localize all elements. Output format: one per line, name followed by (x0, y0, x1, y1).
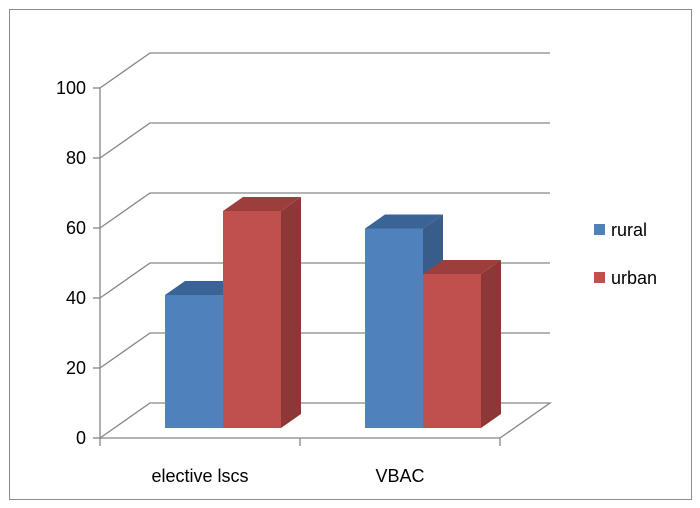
y-tick-label: 100 (56, 78, 86, 98)
y-tick-label: 20 (66, 358, 86, 378)
bar-front (365, 228, 423, 428)
bar-side (281, 197, 301, 428)
gridline (99, 192, 550, 229)
bar-side (481, 260, 501, 428)
legend-label: rural (611, 220, 647, 240)
y-tick-label: 0 (76, 428, 86, 448)
bars (165, 197, 501, 428)
y-tick-label: 40 (66, 288, 86, 308)
legend-swatch (594, 224, 605, 235)
legend-swatch (594, 272, 605, 283)
bar-top (365, 214, 443, 229)
y-tick-label: 80 (66, 148, 86, 168)
y-tick-labels: 0 20 40 60 80 100 (56, 78, 86, 448)
bar-top (423, 260, 501, 274)
legend-item-urban: urban (594, 268, 657, 288)
floor (99, 402, 553, 439)
x-tick-label: elective lscs (151, 466, 248, 486)
bar-elective-lscs-urban (223, 197, 301, 428)
x-tick-labels: elective lscs VBAC (151, 466, 424, 486)
axes (93, 87, 553, 446)
chart-frame (9, 9, 692, 500)
bar-vbac-urban (423, 260, 501, 428)
x-tick-label: VBAC (375, 466, 424, 486)
legend-label: urban (611, 268, 657, 288)
bar-front (165, 295, 223, 428)
bar-front (223, 211, 281, 428)
bar-front (423, 274, 481, 428)
bar-top (223, 197, 301, 211)
gridline (99, 52, 550, 89)
legend-item-rural: rural (594, 220, 647, 240)
legend: rural urban (594, 220, 657, 288)
y-tick-label: 60 (66, 218, 86, 238)
gridline (99, 122, 550, 159)
